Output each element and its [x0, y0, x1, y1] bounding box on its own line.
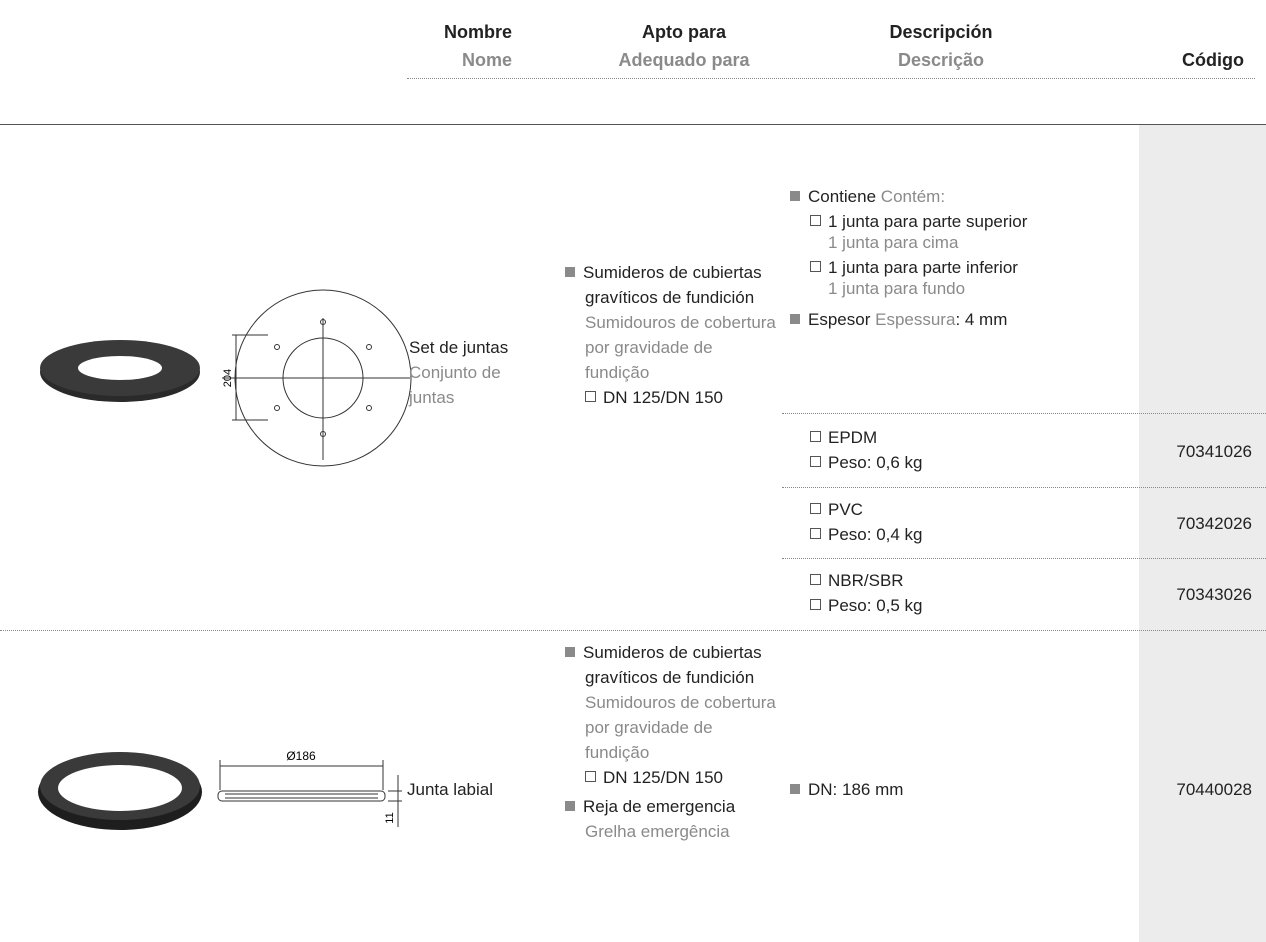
dimension-label: Ø186: [286, 749, 316, 763]
header-codigo: Código: [1182, 50, 1244, 70]
item: 1 junta para parte superior: [790, 209, 1130, 234]
lip-seal-drawing: [217, 760, 402, 827]
variant: EPDM Peso: 0,6 kg: [810, 425, 923, 475]
description: DN: 186 mm: [790, 777, 903, 802]
suitable-item: Sumideros de cubiertas gravíticos de fun…: [565, 640, 780, 690]
row1-images: 204: [40, 289, 412, 467]
contains: Contiene Contém:: [790, 184, 1130, 209]
gasket-drawing: [222, 289, 412, 467]
sub-text: DN 125/DN 150: [603, 388, 724, 407]
suitable-pt: Sumidouros de cobertura por gravidade de…: [585, 313, 776, 382]
item-pt: 1 junta para cima: [828, 233, 959, 252]
row-divider: [0, 630, 1266, 631]
header-descripcion: Descripción Descrição: [841, 18, 1041, 74]
code: 70343026: [1176, 585, 1252, 604]
thickness: Espesor Espessura: 4 mm: [790, 307, 1130, 332]
item: 1 junta para parte inferior: [790, 255, 1130, 280]
suitable-es: Sumideros de cubiertas gravíticos de fun…: [583, 263, 762, 307]
dimension-label: 204: [222, 369, 234, 387]
code: 70341026: [1176, 442, 1252, 461]
variant-divider: [782, 413, 1266, 414]
name-es: Set de juntas: [409, 338, 509, 357]
description-text: DN: 186 mm: [808, 780, 904, 799]
header-text: Adequado para: [618, 50, 750, 70]
variant-material: PVC: [810, 497, 923, 522]
contains-es: Contiene: [808, 187, 877, 206]
variant-weight: Peso: 0,4 kg: [810, 522, 923, 547]
item-pt: 1 junta para fundo: [828, 279, 966, 298]
suitable-list: Sumideros de cubiertas gravíticos de fun…: [565, 640, 780, 844]
material: EPDM: [828, 428, 878, 447]
suitable-item: Reja de emergencia: [565, 794, 780, 819]
variant: PVC Peso: 0,4 kg: [810, 497, 923, 547]
suitable-pt: Sumidouros de cobertura por gravidade de…: [585, 693, 776, 762]
dimension-label: 11: [384, 812, 396, 823]
header-divider: [407, 78, 1255, 79]
suitable-sub: DN 125/DN 150: [565, 765, 780, 790]
header-text: Nombre: [443, 22, 512, 42]
product-name: Junta labial: [407, 780, 494, 799]
description: Contiene Contém: 1 junta para parte supe…: [790, 184, 1130, 332]
suitable-item: Sumideros de cubiertas gravíticos de fun…: [565, 260, 780, 310]
variant: NBR/SBR Peso: 0,5 kg: [810, 568, 923, 618]
name-pt: Conjunto de juntas: [409, 363, 501, 407]
suitable-list: Sumideros de cubiertas gravíticos de fun…: [565, 260, 780, 410]
gasket-hole: [78, 356, 162, 380]
lip-seal-hole: [58, 765, 182, 811]
header-text: Descrição: [897, 50, 985, 70]
variant-divider: [782, 487, 1266, 488]
variant-weight: Peso: 0,6 kg: [810, 450, 923, 475]
row2-images: Ø186 11: [38, 749, 402, 830]
suitable-pt: Grelha emergência: [585, 822, 730, 841]
code: 70440028: [1176, 780, 1252, 799]
contains-pt: Contém:: [880, 187, 946, 206]
header-nombre: Nombre Nome: [380, 18, 512, 74]
variant-divider: [782, 558, 1266, 559]
item-es: 1 junta para parte inferior: [828, 258, 1018, 277]
suitable-es: Reja de emergencia: [583, 797, 736, 816]
header-text: Apto para: [641, 22, 726, 42]
code: 70342026: [1176, 514, 1252, 533]
product-name: Set de juntas Conjunto de juntas: [409, 335, 549, 410]
code-column-bg: [1139, 125, 1266, 942]
weight: Peso: 0,4 kg: [828, 525, 923, 544]
item-es: 1 junta para parte superior: [828, 212, 1028, 231]
section-divider: [0, 124, 1266, 125]
material: PVC: [828, 500, 863, 519]
material: NBR/SBR: [828, 571, 904, 590]
variant-material: EPDM: [810, 425, 923, 450]
header-text: Nome: [461, 50, 512, 70]
header-apto: Apto para Adequado para: [574, 18, 794, 74]
thickness-value: : 4 mm: [955, 310, 1008, 329]
variant-material: NBR/SBR: [810, 568, 923, 593]
variant-weight: Peso: 0,5 kg: [810, 593, 923, 618]
weight: Peso: 0,6 kg: [828, 453, 923, 472]
header-text: Descripción: [889, 22, 993, 42]
sub-text: DN 125/DN 150: [603, 768, 724, 787]
thickness-es: Espesor: [808, 310, 871, 329]
weight: Peso: 0,5 kg: [828, 596, 923, 615]
suitable-es: Sumideros de cubiertas gravíticos de fun…: [583, 643, 762, 687]
suitable-sub: DN 125/DN 150: [565, 385, 780, 410]
thickness-pt: Espessura: [875, 310, 956, 329]
